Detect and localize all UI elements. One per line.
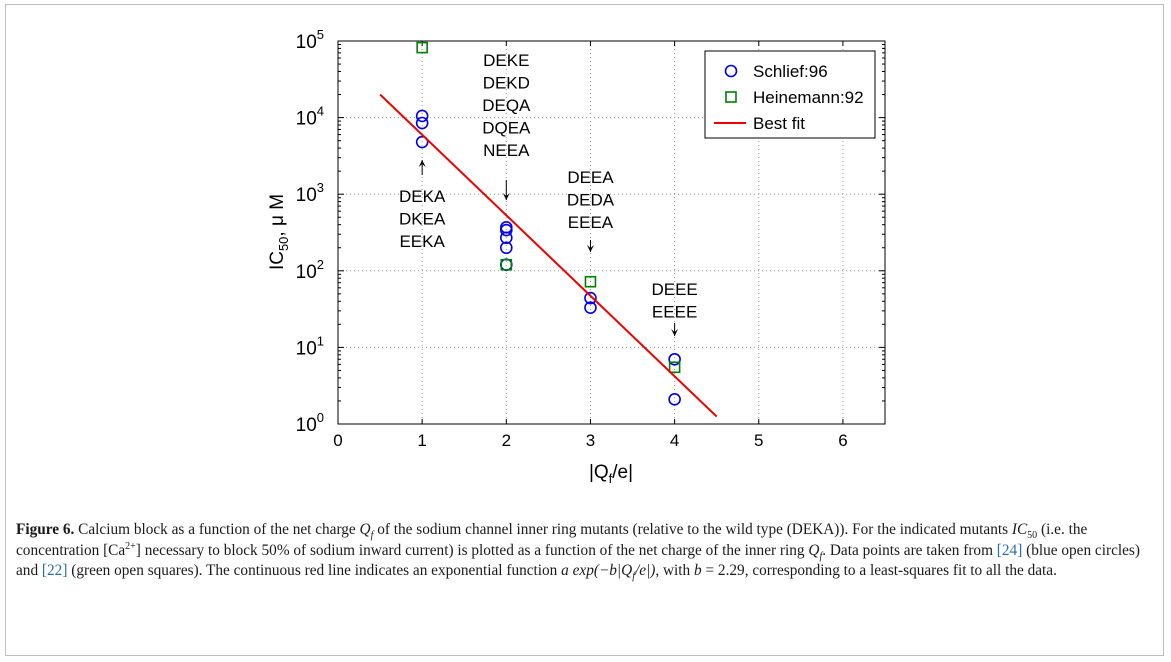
y-tick-labels: 100 101 102 103 104 105 — [296, 27, 324, 436]
mutant-label: DQEA — [482, 119, 531, 138]
y-tick-label: 104 — [296, 104, 324, 130]
mutant-label: DEEA — [567, 168, 614, 187]
y-tick-label: 105 — [296, 27, 324, 53]
mutant-label: EEKA — [399, 232, 445, 251]
mutant-label: DEQA — [482, 96, 531, 115]
legend-marker-schlief — [724, 64, 738, 78]
heinemann-point — [500, 258, 513, 271]
legend-marker-heinemann — [725, 91, 737, 103]
heinemann-point — [584, 275, 597, 288]
y-tick-label: 101 — [296, 333, 324, 359]
x-tick-label: 2 — [502, 431, 511, 450]
schlief-point — [500, 231, 513, 245]
heinemann-point — [668, 361, 681, 374]
heinemann-point — [416, 41, 428, 54]
fit-formula: a exp(−b|Q — [561, 562, 633, 579]
annotation-arrow-head — [502, 193, 510, 200]
axis-ticks — [337, 40, 885, 425]
schlief-point — [415, 135, 429, 149]
figure-frame — [5, 4, 1164, 656]
schlief-point — [584, 291, 597, 305]
x-tick-label: 1 — [417, 431, 426, 450]
schlief-point — [415, 109, 429, 123]
citation-link-24[interactable]: [24] — [996, 541, 1023, 559]
citation-link-22[interactable]: [22] — [41, 562, 68, 579]
y-tick-label: 100 — [296, 410, 324, 436]
schlief-point — [668, 352, 681, 366]
figure-caption: Figure 6. Calcium block as a function of… — [16, 521, 1140, 583]
mutant-label: EEEE — [652, 303, 697, 322]
x-tick-label: 4 — [670, 431, 679, 450]
y-tick-label: 103 — [296, 180, 324, 206]
mutant-label: DKEA — [399, 210, 446, 229]
data-series — [379, 41, 718, 418]
mutant-label: DEKD — [483, 74, 530, 93]
schlief-point — [415, 116, 429, 130]
x-tick-label: 0 — [333, 431, 342, 450]
mutant-label: DEKA — [399, 187, 446, 206]
y-tick-label: 102 — [296, 257, 324, 283]
legend-label-best-fit: Best fit — [753, 114, 805, 133]
schlief-point — [668, 393, 681, 406]
plot-border — [337, 40, 886, 425]
legend: Schlief:96 Heinemann:92 Best fit — [704, 50, 876, 139]
schlief-point — [500, 241, 513, 255]
x-tick-label: 5 — [754, 431, 763, 450]
mutant-label: NEEA — [483, 141, 530, 160]
figure-label: Figure 6. — [16, 521, 75, 538]
mutant-label: DEEE — [651, 280, 697, 299]
x-tick-label: 3 — [586, 431, 595, 450]
x-tick-labels: 0 1 2 3 4 5 6 — [333, 431, 847, 450]
y-axis-label: IC50, μ M — [267, 194, 291, 270]
legend-label-heinemann: Heinemann:92 — [753, 88, 864, 107]
legend-label-schlief: Schlief:96 — [753, 62, 828, 81]
x-axis-label: |Qf/e| — [589, 462, 633, 486]
annotation-arrow-head — [586, 245, 594, 252]
annotation-arrow-head — [418, 160, 426, 167]
annotations: DEKA DKEA EEKA DEKE DEKD DEQA DQEA NEEA DEEA DEDA… — [399, 51, 698, 336]
mutant-label: DEKE — [483, 51, 529, 70]
schlief-point — [500, 223, 513, 237]
mutant-label: DEDA — [567, 191, 615, 210]
mutant-label: EEEA — [568, 213, 614, 232]
schlief-point — [584, 301, 597, 314]
x-tick-label: 6 — [838, 431, 847, 450]
best-fit-line — [379, 93, 718, 418]
annotation-arrow-head — [671, 329, 679, 336]
